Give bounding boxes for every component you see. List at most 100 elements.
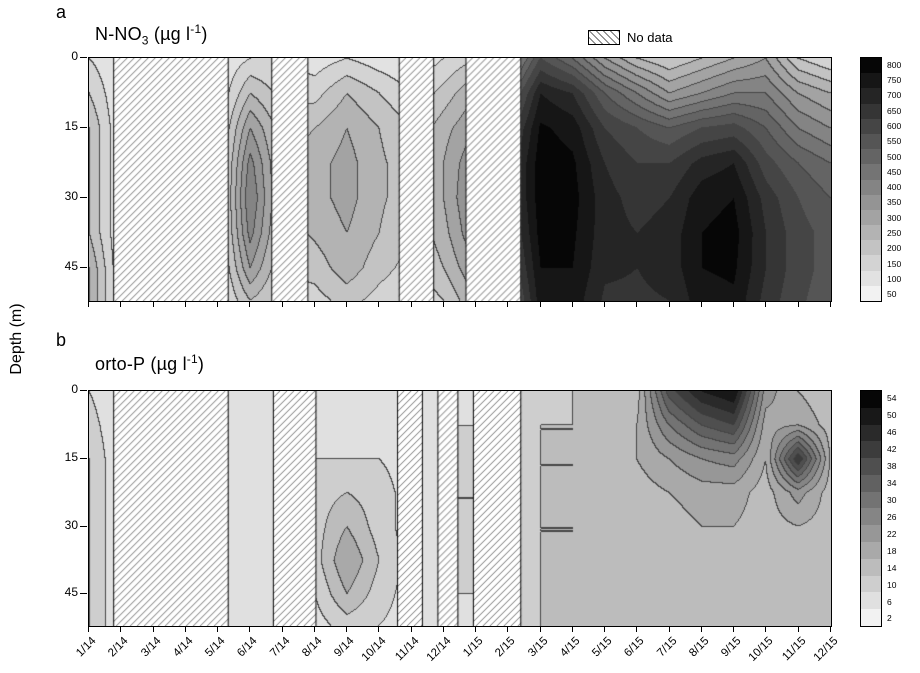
panel-b-letter: b bbox=[56, 330, 67, 350]
colorbar-tick-label: 100 bbox=[887, 274, 902, 285]
colorbar-block bbox=[861, 474, 881, 492]
y-tick-label: 15 bbox=[64, 449, 78, 464]
x-tick bbox=[184, 302, 186, 307]
colorbar-block bbox=[861, 209, 881, 226]
colorbar-tick-label: 600 bbox=[887, 120, 902, 131]
no-data-hatch-icon bbox=[588, 30, 620, 45]
x-tick bbox=[507, 302, 509, 307]
colorbar-block bbox=[861, 58, 881, 74]
x-tick bbox=[507, 627, 509, 632]
y-tick bbox=[80, 593, 87, 595]
panel-b-colorbar bbox=[860, 390, 882, 627]
colorbar-block bbox=[861, 575, 881, 593]
colorbar-block bbox=[861, 118, 881, 134]
x-tick bbox=[152, 627, 154, 632]
panel-b-title: orto-P (µg l-1) bbox=[95, 352, 204, 378]
x-tick bbox=[217, 627, 219, 632]
x-tick bbox=[120, 302, 122, 307]
colorbar-tick-label: 300 bbox=[887, 212, 902, 223]
x-tick bbox=[475, 302, 477, 307]
x-tick bbox=[378, 627, 380, 632]
colorbar-tick-label: 750 bbox=[887, 74, 902, 85]
colorbar-tick-label: 14 bbox=[887, 562, 897, 573]
colorbar-block bbox=[861, 542, 881, 559]
colorbar-tick-label: 42 bbox=[887, 444, 897, 455]
x-tick bbox=[733, 302, 735, 307]
x-tick bbox=[604, 302, 606, 307]
colorbar-tick-label: 50 bbox=[887, 289, 897, 300]
colorbar-block bbox=[861, 491, 881, 509]
panel-a-contour-plot bbox=[88, 57, 832, 302]
x-tick bbox=[797, 302, 799, 307]
x-tick bbox=[668, 627, 670, 632]
x-tick bbox=[733, 627, 735, 632]
panel-a-title-mid: (µg l bbox=[148, 24, 191, 44]
colorbar-tick-label: 10 bbox=[887, 579, 897, 590]
colorbar-tick-label: 6 bbox=[887, 596, 892, 607]
colorbar-tick-label: 26 bbox=[887, 511, 897, 522]
colorbar-block bbox=[861, 508, 881, 526]
y-tick bbox=[80, 267, 87, 269]
x-tick bbox=[281, 627, 283, 632]
colorbar-tick-label: 650 bbox=[887, 105, 902, 116]
no-data-legend-label: No data bbox=[627, 30, 673, 45]
colorbar-tick-label: 250 bbox=[887, 228, 902, 239]
colorbar-tick-label: 400 bbox=[887, 182, 902, 193]
x-tick bbox=[700, 302, 702, 307]
panel-a-title-sup: -1 bbox=[190, 22, 202, 36]
x-tick bbox=[604, 627, 606, 632]
colorbar-block bbox=[861, 255, 881, 271]
colorbar-block bbox=[861, 525, 881, 543]
x-tick bbox=[281, 302, 283, 307]
x-tick bbox=[442, 627, 444, 632]
panel-b-title-mid: (µg l bbox=[145, 354, 187, 374]
x-tick bbox=[765, 627, 767, 632]
y-tick bbox=[80, 390, 87, 391]
panel-b-title-base: orto-P bbox=[95, 354, 146, 374]
colorbar-tick-label: 34 bbox=[887, 478, 897, 489]
x-tick bbox=[636, 302, 638, 307]
panel-a-title: N-NO3 (µg l-1) bbox=[95, 22, 208, 48]
colorbar-block bbox=[861, 133, 881, 150]
y-tick bbox=[80, 525, 87, 527]
colorbar-tick-label: 30 bbox=[887, 494, 897, 505]
x-tick bbox=[539, 302, 541, 307]
colorbar-block bbox=[861, 103, 881, 119]
colorbar-tick-label: 700 bbox=[887, 90, 902, 101]
panel-b-colorbar-labels: 54 50 46 42 38 34 30 26 22 18 14 10 6 2 bbox=[884, 390, 916, 627]
x-tick bbox=[571, 627, 573, 632]
colorbar-block bbox=[861, 194, 881, 210]
colorbar-block bbox=[861, 270, 881, 286]
colorbar-block bbox=[861, 164, 881, 180]
colorbar-block bbox=[861, 179, 881, 195]
x-tick bbox=[571, 302, 573, 307]
colorbar-tick-label: 150 bbox=[887, 258, 902, 269]
colorbar-tick-label: 38 bbox=[887, 461, 897, 472]
colorbar-block bbox=[861, 592, 881, 610]
colorbar-tick-label: 350 bbox=[887, 197, 902, 208]
x-tick bbox=[700, 627, 702, 632]
y-tick bbox=[80, 197, 87, 199]
colorbar-block bbox=[861, 73, 881, 89]
colorbar-block bbox=[861, 441, 881, 459]
panel-b-title-end: ) bbox=[197, 354, 205, 374]
x-tick bbox=[539, 627, 541, 632]
y-tick bbox=[80, 457, 87, 459]
colorbar-block bbox=[861, 225, 881, 241]
y-tick-label: 0 bbox=[71, 382, 78, 396]
panel-b-contour-plot bbox=[88, 390, 832, 627]
y-tick-label: 0 bbox=[71, 49, 78, 63]
x-tick bbox=[184, 627, 186, 632]
colorbar-tick-label: 50 bbox=[887, 410, 897, 421]
panel-a-title-base: N-NO bbox=[95, 24, 142, 44]
colorbar-tick-label: 450 bbox=[887, 166, 902, 177]
colorbar-block bbox=[861, 407, 881, 425]
y-tick-label: 30 bbox=[64, 189, 78, 204]
colorbar-block bbox=[861, 458, 881, 475]
x-tick bbox=[378, 302, 380, 307]
colorbar-block bbox=[861, 88, 881, 104]
y-tick bbox=[80, 57, 87, 58]
y-tick bbox=[80, 127, 87, 129]
y-tick-label: 45 bbox=[64, 259, 78, 274]
